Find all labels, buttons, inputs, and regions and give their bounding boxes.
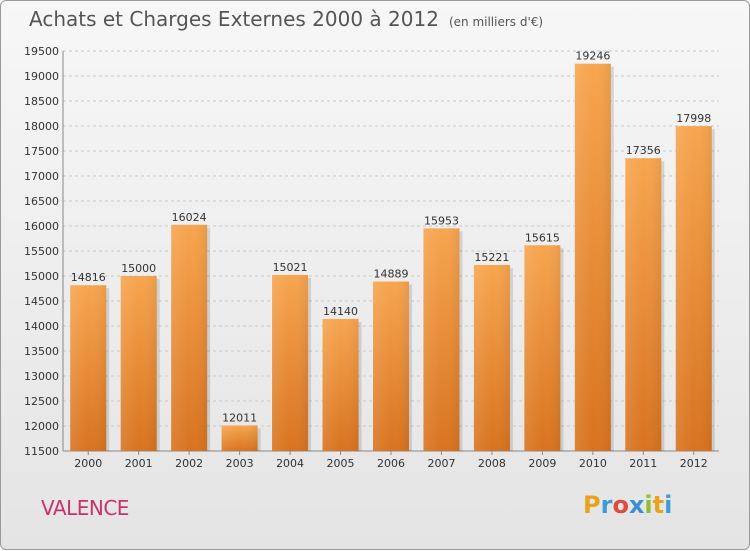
y-tick-label: 17500 (24, 145, 59, 158)
x-tick-label: 2012 (680, 457, 708, 470)
chart-title: Achats et Charges Externes 2000 à 2012 (e… (29, 7, 543, 31)
x-tick-label: 2009 (528, 457, 556, 470)
y-tick-label: 14500 (24, 295, 59, 308)
data-label: 14889 (374, 268, 409, 281)
bar-sheen (171, 224, 208, 451)
label-layer: 11500 12000 12500 13000 13500 14000 14500 15000… (24, 45, 711, 470)
logo-letter: P (583, 491, 601, 519)
x-tick-label: 2005 (327, 457, 355, 470)
data-label: 12011 (222, 411, 257, 424)
bar-sheen (120, 276, 157, 451)
data-label: 15000 (121, 262, 156, 275)
y-tick-label: 19000 (24, 70, 59, 83)
bar-sheen (473, 264, 510, 451)
y-tick-label: 15500 (24, 245, 59, 258)
bar-layer (70, 63, 715, 451)
x-tick-label: 2002 (175, 457, 203, 470)
data-label: 16024 (172, 211, 207, 224)
data-label: 17998 (676, 112, 711, 125)
data-label: 17356 (626, 144, 661, 157)
y-tick-label: 11500 (24, 445, 59, 458)
bar-sheen (625, 158, 662, 451)
bar-sheen (70, 285, 107, 451)
bar-sheen (221, 425, 258, 451)
y-tick-label: 14000 (24, 320, 59, 333)
title-text: Achats et Charges Externes 2000 à 2012 (29, 7, 439, 31)
proxiti-logo[interactable]: Proxiti (583, 491, 672, 519)
y-tick-label: 18500 (24, 95, 59, 108)
x-tick-label: 2011 (629, 457, 657, 470)
y-tick-label: 18000 (24, 120, 59, 133)
x-tick-label: 2000 (74, 457, 102, 470)
bar-sheen (373, 281, 409, 451)
logo-letter: x (628, 491, 645, 519)
data-label: 15221 (474, 251, 509, 264)
x-tick-label: 2007 (427, 457, 455, 470)
bar-sheen (675, 126, 712, 451)
data-label: 15021 (273, 261, 308, 274)
logo-letter: i (644, 491, 653, 519)
y-tick-label: 16500 (24, 195, 59, 208)
y-tick-label: 13500 (24, 345, 59, 358)
y-tick-label: 12500 (24, 395, 59, 408)
data-label: 15953 (424, 214, 459, 227)
bar-sheen (574, 63, 611, 451)
bar-sheen (423, 228, 460, 451)
y-tick-label: 12000 (24, 420, 59, 433)
logo-letter: r (600, 491, 613, 519)
data-label: 14816 (71, 271, 106, 284)
logo-letter: i (664, 491, 673, 519)
y-tick-label: 15000 (24, 270, 59, 283)
bar-sheen (272, 274, 309, 451)
y-tick-label: 16000 (24, 220, 59, 233)
x-tick-label: 2010 (579, 457, 607, 470)
logo-letter: o (612, 491, 629, 519)
x-tick-label: 2008 (478, 457, 506, 470)
x-tick-label: 2006 (377, 457, 405, 470)
bar-sheen (322, 319, 359, 451)
x-tick-label: 2001 (125, 457, 153, 470)
data-label: 14140 (323, 305, 358, 318)
x-tick-label: 2004 (276, 457, 304, 470)
city-name: VALENCE (41, 496, 129, 520)
data-label: 19246 (575, 50, 610, 63)
x-tick-label: 2003 (226, 457, 254, 470)
chart-subtitle: (en milliers d'€) (448, 15, 544, 29)
y-tick-label: 17000 (24, 170, 59, 183)
y-tick-label: 13000 (24, 370, 59, 383)
data-label: 15615 (525, 231, 560, 244)
y-tick-label: 19500 (24, 45, 59, 58)
logo-letter: t (652, 491, 665, 519)
bar-sheen (524, 245, 561, 451)
